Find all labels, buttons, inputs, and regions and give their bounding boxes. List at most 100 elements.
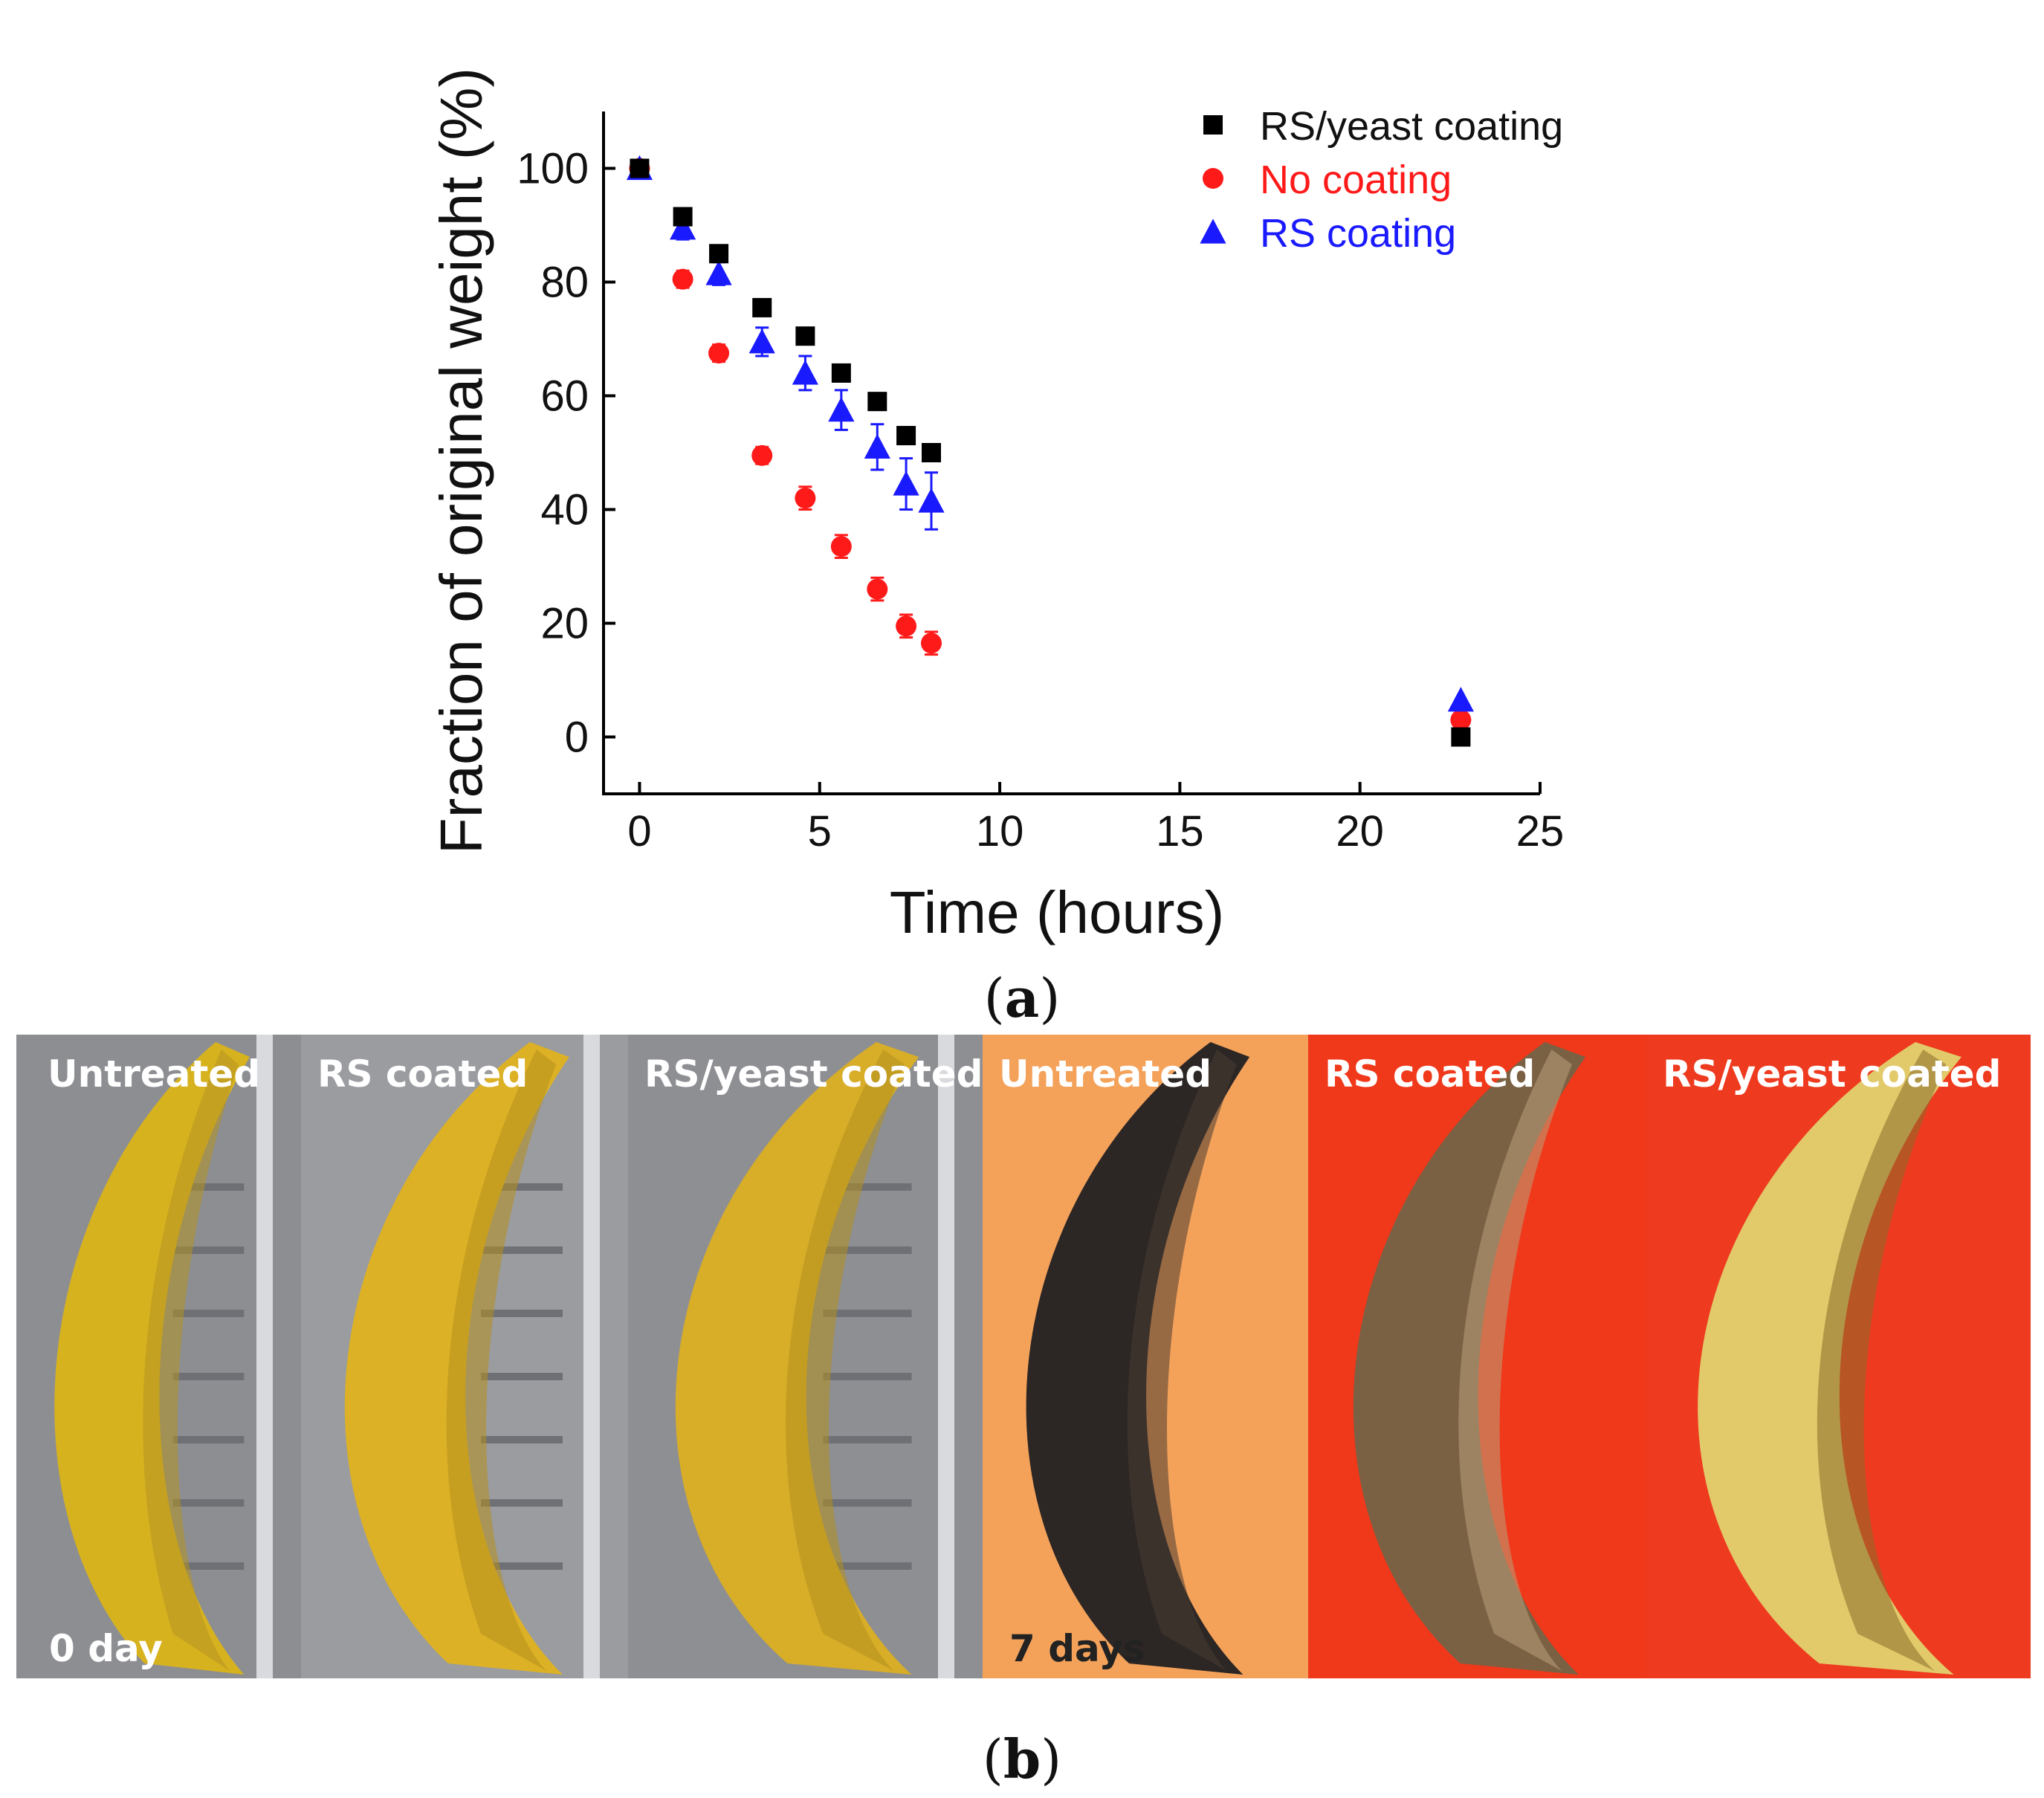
tray-rim [583, 1035, 600, 1678]
y-tick-label: 60 [540, 372, 589, 421]
panel-a-caption: (a) [984, 966, 1061, 1029]
data-point [922, 443, 941, 462]
tray-rim [256, 1035, 273, 1678]
legend-marker [1203, 168, 1223, 189]
tray-ridge [823, 1436, 912, 1443]
weight-loss-chart: 0 5 10 15 20 25 0 20 40 60 80 100 Time (hours) Fra… [428, 68, 1564, 1029]
banana-photo: Untreated [16, 1035, 301, 1678]
photo-treatment-label: Untreated [999, 1052, 1212, 1096]
x-tick-label: 25 [1516, 807, 1565, 856]
photo-treatment-label: RS/yeast coated [644, 1052, 983, 1096]
x-tick-label: 0 [627, 807, 651, 856]
data-point [705, 260, 732, 285]
banana-shading [1127, 1050, 1237, 1671]
data-point [831, 363, 851, 383]
y-tick-label: 80 [540, 259, 589, 307]
panel-a-letter: a [1005, 966, 1040, 1029]
banana-photo: Untreated [983, 1035, 1308, 1678]
x-axis-ticks: 0 5 10 15 20 25 [627, 782, 1564, 856]
x-axis-title: Time (hours) [890, 879, 1224, 945]
tray-ridge [481, 1310, 563, 1317]
y-tick-label: 100 [517, 145, 589, 193]
tray-ridge [172, 1499, 245, 1507]
tray-ridge [481, 1183, 563, 1191]
data-point [1447, 687, 1474, 712]
banana-shading [446, 1050, 557, 1671]
legend-label: RS coating [1260, 211, 1456, 256]
tray-ridge [172, 1310, 245, 1317]
y-tick-label: 20 [540, 600, 589, 648]
tray-ridge [172, 1436, 245, 1443]
data-point [896, 426, 916, 446]
data-point [751, 444, 773, 466]
tray-ridge [172, 1562, 245, 1570]
data-point [867, 392, 887, 412]
banana-shading [786, 1050, 905, 1671]
plot-frame [602, 111, 1540, 795]
legend: RS/yeast coating No coating RS coating [1200, 104, 1563, 256]
data-point [670, 215, 696, 240]
day-0-label: 0 day [49, 1627, 163, 1670]
data-point [709, 244, 729, 264]
data-point [864, 433, 890, 459]
banana-shading [1817, 1050, 1947, 1671]
tray-ridge [823, 1246, 912, 1254]
data-point [830, 536, 852, 557]
series-rs-coating [626, 155, 1474, 712]
tray-ridge [172, 1373, 245, 1380]
legend-label: RS/yeast coating [1260, 104, 1563, 149]
y-tick-label: 40 [540, 486, 589, 534]
data-point [867, 578, 888, 600]
data-point [1450, 709, 1472, 731]
photo-treatment-label: Untreated [48, 1052, 260, 1096]
tray-ridge [823, 1373, 912, 1380]
tray-ridge [481, 1436, 563, 1443]
series-rs-yeast-coating [630, 158, 1471, 747]
photo-treatment-label: RS coated [317, 1052, 528, 1096]
legend-label: No coating [1260, 158, 1452, 202]
banana-photo-panel: Untreated RS coated RS/yeast coated Untreat… [16, 1035, 2031, 1791]
photo-grid: Untreated RS coated RS/yeast coated Untreat… [16, 1035, 2031, 1678]
tray-ridge [481, 1562, 563, 1570]
data-point [752, 297, 772, 317]
data-point [748, 329, 775, 354]
x-tick-label: 5 [808, 807, 832, 856]
tray-ridge [481, 1246, 563, 1254]
y-tick-label: 0 [565, 714, 589, 762]
photo-treatment-label: RS/yeast coated [1663, 1052, 2001, 1096]
banana-shading [143, 1050, 239, 1671]
banana-photo: RS coated [301, 1035, 628, 1678]
data-point [673, 207, 693, 227]
y-axis-ticks: 0 20 40 60 80 100 [517, 145, 615, 762]
banana-photo: RS/yeast coated [1646, 1035, 2031, 1678]
tray-rim [938, 1035, 954, 1678]
data-point [630, 158, 650, 178]
day-7-label: 7 days [1009, 1627, 1145, 1670]
legend-marker [1200, 219, 1226, 244]
data-point [918, 488, 945, 513]
data-point [708, 343, 730, 364]
tray-ridge [172, 1183, 245, 1191]
tray-ridge [481, 1499, 563, 1507]
x-tick-label: 15 [1156, 807, 1204, 856]
panel-b-caption: (b) [983, 1727, 1062, 1791]
banana-photo: RS/yeast coated [628, 1035, 983, 1678]
y-axis-title: Fraction of original weight (%) [428, 68, 494, 854]
banana-shading [1458, 1050, 1572, 1671]
tray-ridge [481, 1373, 563, 1380]
data-point [893, 470, 919, 496]
x-tick-label: 10 [976, 807, 1024, 856]
tray-ridge [823, 1183, 912, 1191]
tray-ridge [823, 1499, 912, 1507]
data-point [828, 397, 855, 422]
tray-ridge [823, 1562, 912, 1570]
tray-ridge [172, 1246, 245, 1254]
data-point [896, 615, 917, 637]
data-point [1451, 727, 1471, 747]
x-tick-label: 20 [1336, 807, 1384, 856]
data-series [626, 155, 1474, 747]
data-point [795, 488, 816, 509]
panel-b-letter: b [1003, 1727, 1041, 1791]
banana-photo: RS coated [1308, 1035, 1646, 1678]
data-point [672, 268, 693, 290]
